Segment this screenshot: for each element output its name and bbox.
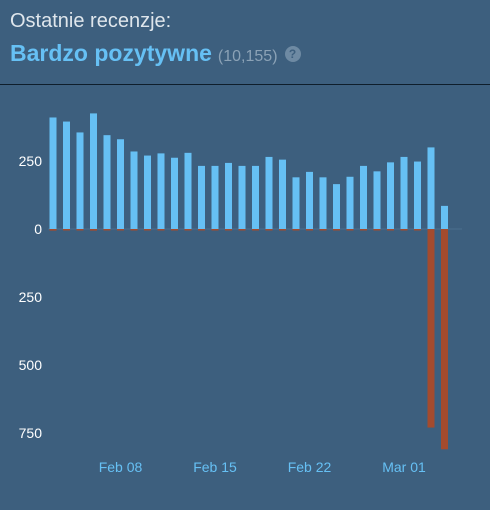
x-tick-label: Feb 08	[99, 459, 143, 475]
negative-bar	[49, 229, 57, 231]
positive-bar	[90, 113, 97, 229]
positive-bar	[211, 165, 219, 229]
negative-bar	[292, 229, 300, 231]
positive-bar	[225, 162, 232, 229]
review-histogram-chart: 250 0 250 500 750 Feb 08 Feb 15 Feb 22 Mar 01	[19, 113, 462, 475]
positive-bar	[184, 152, 192, 229]
positive-bar	[103, 135, 111, 229]
question-icon[interactable]: ?	[284, 46, 301, 62]
positive-bar	[76, 132, 84, 229]
negative-bar	[76, 229, 84, 231]
negative-bar	[103, 229, 111, 231]
negative-bar	[211, 229, 219, 231]
negative-bar	[346, 229, 354, 231]
positive-bar	[373, 171, 381, 229]
positive-bar	[427, 147, 435, 229]
negative-bar	[319, 229, 327, 231]
positive-bar	[63, 121, 70, 229]
positive-bar	[441, 205, 448, 229]
x-tick-label: Feb 22	[288, 459, 332, 475]
positive-bar	[387, 162, 394, 229]
review-count: (10,155)	[217, 48, 278, 65]
positive-bar	[198, 165, 205, 229]
negative-bar	[130, 229, 138, 231]
negative-bar	[306, 229, 313, 231]
negative-bar	[427, 229, 435, 428]
negative-bar	[225, 229, 232, 231]
positive-bar	[333, 184, 340, 229]
positive-bar	[306, 171, 313, 229]
negative-bar	[414, 229, 421, 231]
y-tick-label: 750	[19, 425, 43, 441]
negative-bar	[238, 229, 246, 231]
positive-bar	[400, 156, 408, 229]
positive-bar	[414, 161, 421, 229]
negative-bar	[360, 229, 367, 231]
negative-bar	[265, 229, 273, 231]
x-tick-label: Feb 15	[193, 459, 237, 475]
x-tick-label: Mar 01	[382, 459, 426, 475]
negative-bar	[387, 229, 394, 231]
positive-bar	[238, 165, 246, 229]
review-summary-header: Ostatnie recenzje: Bardzo pozytywne (10,…	[0, 0, 490, 84]
positive-bar	[117, 139, 124, 229]
negative-bar	[198, 229, 205, 231]
positive-bar	[319, 177, 327, 229]
recent-reviews-title: Ostatnie recenzje:	[10, 10, 172, 32]
negative-bar	[184, 229, 192, 231]
positive-bar	[171, 157, 178, 229]
review-rating-label[interactable]: Bardzo pozytywne	[10, 40, 212, 66]
positive-bar	[252, 165, 259, 229]
rating-row: Bardzo pozytywne (10,155) ?	[10, 40, 301, 67]
y-tick-label: 500	[19, 357, 43, 373]
positive-bar	[360, 165, 367, 229]
positive-bar	[130, 151, 138, 229]
positive-bar	[144, 155, 151, 229]
positive-bar	[292, 177, 300, 229]
negative-bar	[373, 229, 381, 231]
y-tick-label: 0	[34, 221, 42, 237]
positive-bar	[279, 159, 286, 229]
positive-bar	[346, 176, 354, 229]
y-tick-label: 250	[19, 289, 43, 305]
y-tick-label: 250	[19, 153, 43, 169]
positive-bar	[157, 153, 165, 229]
positive-bar	[49, 117, 57, 229]
negative-bar	[333, 229, 340, 231]
negative-bar	[441, 229, 448, 450]
header-divider	[0, 84, 490, 85]
negative-bar	[144, 229, 151, 231]
negative-bar	[279, 229, 286, 231]
negative-bar	[117, 229, 124, 231]
negative-bar	[63, 229, 70, 231]
negative-bar	[171, 229, 178, 231]
negative-bar	[400, 229, 408, 231]
negative-bar	[252, 229, 259, 231]
negative-bar	[157, 229, 165, 231]
negative-bar	[90, 229, 97, 231]
positive-bar	[265, 156, 273, 229]
